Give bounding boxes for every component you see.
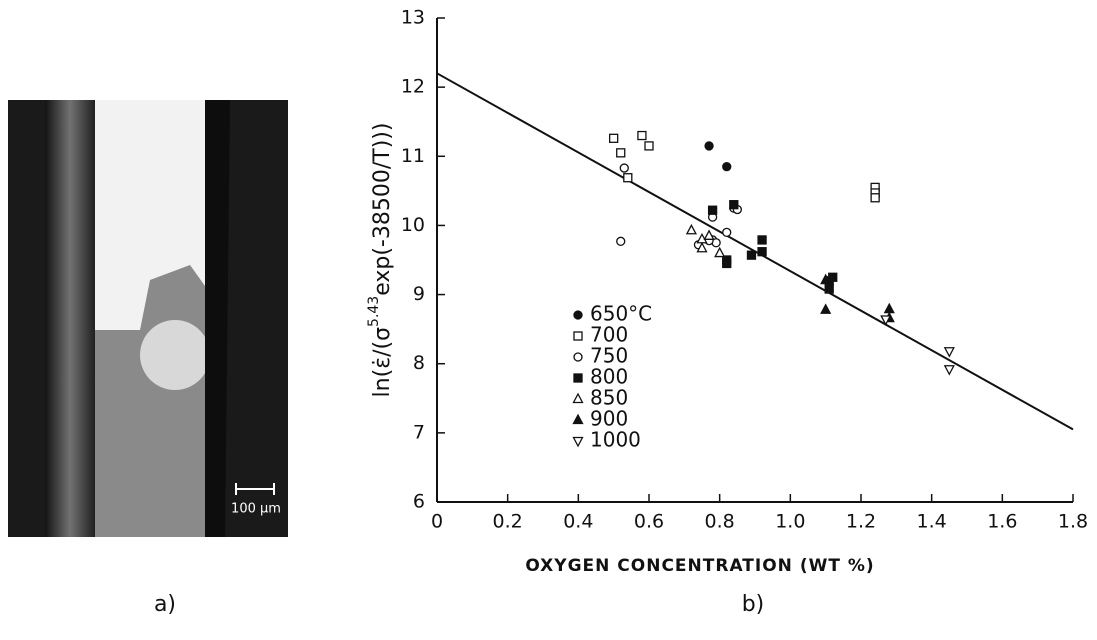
point — [685, 223, 697, 235]
legend-label: 850 — [590, 386, 628, 410]
x-axis-label: OXYGEN CONCENTRATION (WT %) — [525, 556, 874, 576]
point — [722, 227, 732, 237]
legend-label: 1000 — [590, 428, 641, 452]
legend-marker — [573, 310, 583, 320]
point — [820, 303, 832, 314]
point — [616, 236, 626, 246]
x-tick-label: 1.2 — [846, 511, 876, 533]
point — [746, 250, 757, 260]
legend-label: 650°C — [590, 302, 652, 326]
legend-marker — [572, 392, 584, 404]
y-axis-label: ln(ε̇/(σ5.43exp(-38500/T))) — [366, 123, 395, 398]
point — [707, 205, 718, 215]
point — [714, 246, 726, 258]
point — [828, 272, 838, 282]
x-tick-label: 0.8 — [705, 511, 735, 533]
x-tick-label: 1.8 — [1058, 511, 1088, 533]
point — [637, 130, 647, 141]
x-tick-label: 0.2 — [493, 511, 523, 533]
legend-label: 750 — [590, 344, 628, 368]
legend-marker — [573, 373, 583, 383]
x-tick-label: 1.0 — [775, 511, 805, 533]
legend-label: 700 — [590, 323, 628, 347]
point — [820, 273, 832, 285]
x-tick-label: 1.4 — [917, 511, 947, 533]
legend-marker — [572, 413, 584, 425]
x-tick-label: 0.6 — [634, 511, 664, 533]
point — [619, 163, 629, 173]
point — [943, 347, 955, 358]
point — [696, 232, 708, 244]
x-tick-label: 0.4 — [563, 511, 593, 533]
point — [644, 141, 654, 151]
panel-label: b) — [742, 592, 765, 617]
point — [703, 229, 715, 240]
point — [883, 302, 895, 314]
point — [722, 258, 732, 269]
y-tick-label: 9 — [413, 283, 425, 305]
point — [880, 315, 892, 326]
y-tick-label: 11 — [401, 145, 425, 167]
plot: 0 0.2 0.4 0.6 0.8 1.0 1.2 1.4 1.6 1.8 6 7 8 9 10 11 12 13… — [401, 7, 1088, 533]
point — [824, 284, 834, 294]
legend-label: 900 — [590, 407, 628, 431]
legend-label: 800 — [590, 365, 628, 389]
point — [616, 148, 626, 158]
legend-marker — [573, 331, 583, 341]
point — [609, 133, 619, 143]
y-tick-label: 8 — [413, 352, 425, 374]
point — [696, 241, 708, 253]
point — [870, 193, 880, 203]
x-tick-label: 0 — [431, 511, 443, 533]
point — [757, 247, 767, 257]
panel-label: a) — [154, 592, 176, 617]
y-tick-label: 12 — [401, 76, 425, 98]
y-tick-label: 6 — [413, 491, 425, 513]
x-tick-label: 1.6 — [987, 511, 1017, 533]
legend-marker — [573, 352, 583, 362]
y-tick-label: 13 — [401, 7, 425, 29]
point — [623, 173, 633, 183]
y-tick-label: 7 — [413, 421, 425, 443]
scale-bar-label: 100 µm — [231, 502, 281, 517]
point — [943, 365, 955, 376]
legend-marker — [572, 436, 584, 448]
micrograph: 100 µm — [8, 100, 288, 537]
y-tick-label: 10 — [401, 214, 425, 236]
point — [704, 141, 714, 151]
point — [729, 200, 739, 210]
point — [757, 235, 767, 245]
point — [722, 162, 732, 172]
